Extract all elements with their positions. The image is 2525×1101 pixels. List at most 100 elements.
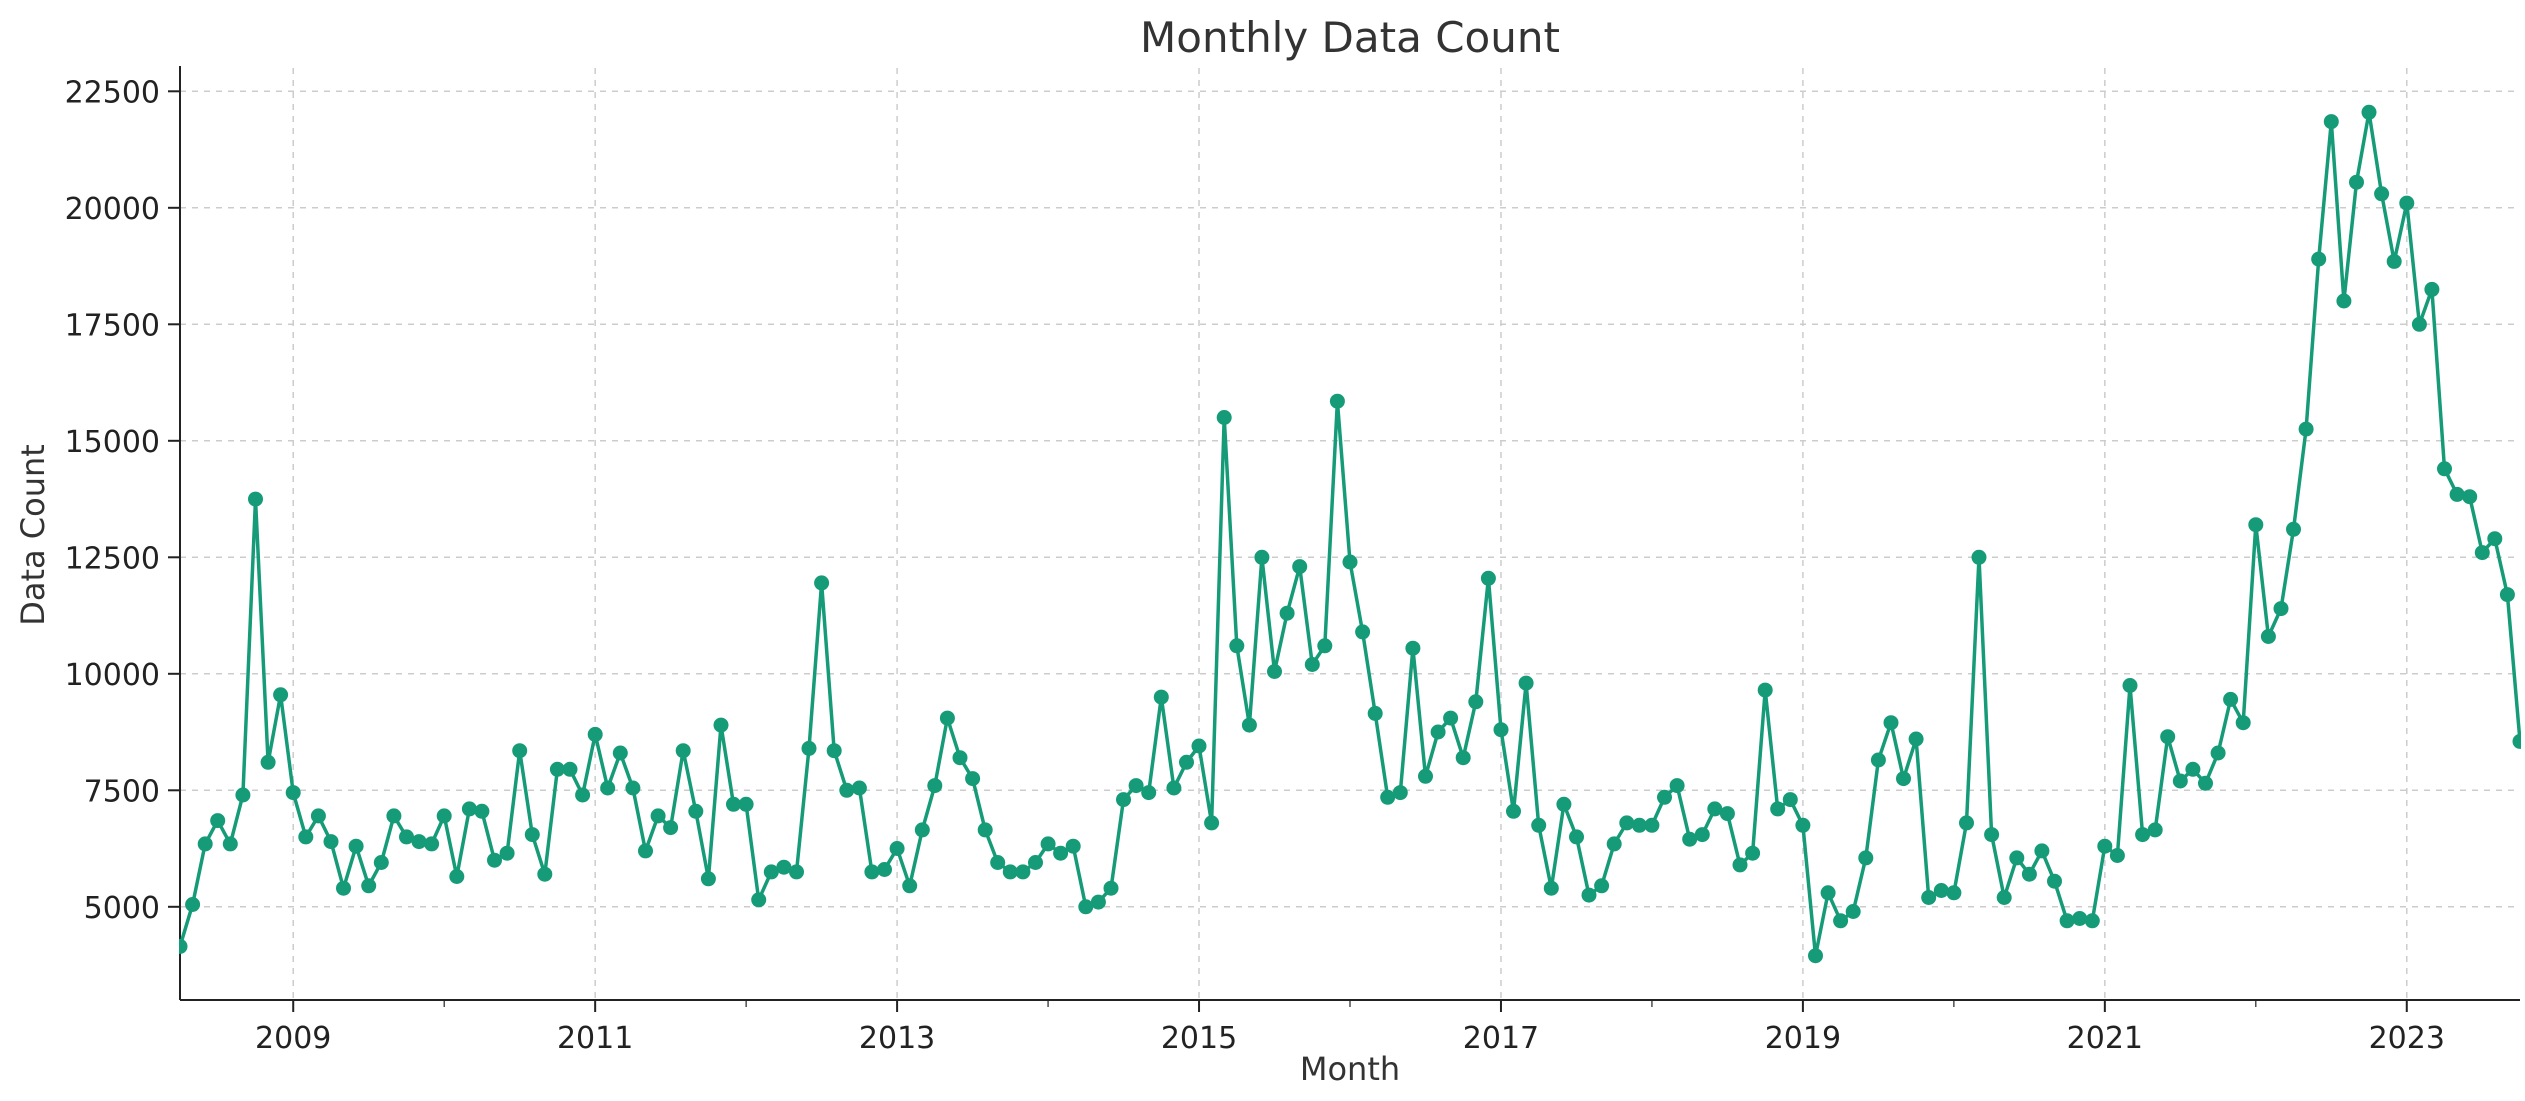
data-point [1040,836,1056,852]
data-point [273,687,289,703]
data-point [1355,624,1371,640]
data-point [1078,899,1094,915]
data-point [1392,785,1408,801]
data-point [1468,694,1484,710]
data-point [1480,570,1496,586]
data-point [537,866,553,882]
data-point [512,743,528,759]
data-point [675,743,691,759]
data-point [2323,114,2339,130]
y-tick-label: 22500 [65,75,160,110]
data-point [1858,850,1874,866]
data-point [726,796,741,812]
data-point [1090,894,1106,910]
data-point [411,834,427,850]
data-point [1443,710,1459,726]
y-tick-label: 20000 [65,192,160,227]
data-point [763,864,779,880]
data-point [2424,281,2440,297]
data-point [323,834,339,850]
data-point [1166,780,1182,796]
data-point [2172,773,2188,789]
data-point [1757,682,1773,698]
y-tick-label: 5000 [84,891,160,926]
data-point [424,836,440,852]
data-point [2147,822,2163,838]
data-point [1921,890,1937,905]
data-point [1745,845,1761,861]
data-point [1896,771,1911,787]
data-point [1594,878,1610,894]
data-point [965,771,981,787]
data-point [562,761,578,777]
data-point [549,761,565,777]
data-point [1971,549,1987,565]
data-point [487,852,502,868]
data-point [1569,829,1584,845]
data-point [1380,789,1396,805]
data-point [2374,186,2390,202]
data-point [2449,486,2465,502]
data-point [2411,316,2427,332]
data-point [1329,393,1345,409]
data-point [1028,855,1043,870]
data-point [1883,715,1899,731]
data-point [587,726,603,742]
data-point [1418,768,1433,784]
data-point [1959,815,1974,831]
data-point [2009,850,2025,866]
data-point [1770,801,1786,817]
series [179,104,2521,964]
data-point [575,787,591,803]
data-point [2160,729,2176,745]
data-point [2034,843,2050,859]
data-point [2361,104,2377,120]
data-point [1556,796,1572,812]
data-point [2499,587,2515,603]
data-point [2311,251,2327,267]
data-point [650,808,666,824]
data-point [248,491,263,507]
data-point [386,808,402,824]
data-point [1455,750,1471,766]
x-tick-label: 2011 [557,1021,633,1056]
data-point [474,803,490,819]
data-point [1631,817,1647,833]
data-point [1933,883,1949,898]
data-point [1279,605,1295,621]
data-point [235,787,251,803]
data-point [2210,745,2226,761]
data-point [1707,801,1723,817]
axes [179,66,2520,1001]
data-point [1719,806,1735,822]
data-point [990,855,1006,870]
y-tick-label: 17500 [65,308,160,343]
data-point [1694,827,1710,843]
data-point [336,880,351,896]
data-point [2349,174,2364,190]
data-point [2135,827,2151,843]
data-point [2185,761,2201,777]
data-point [1581,887,1597,903]
data-point [1430,724,1446,740]
data-point [179,938,188,954]
data-point [977,822,993,838]
data-point [1820,885,1836,901]
data-point [1996,890,2012,905]
data-point [1367,705,1383,721]
data-point [1065,838,1081,854]
y-tick-label: 12500 [65,541,160,576]
data-point [2336,293,2352,309]
data-point [1153,689,1169,705]
data-point [638,843,653,859]
data-point [2487,531,2503,547]
data-point [914,822,930,838]
data-point [1141,785,1157,801]
data-point [1682,831,1698,847]
data-point [2059,913,2075,929]
data-point [1782,792,1798,808]
data-point [2273,601,2289,617]
data-point [197,836,213,852]
data-point [1267,664,1282,679]
